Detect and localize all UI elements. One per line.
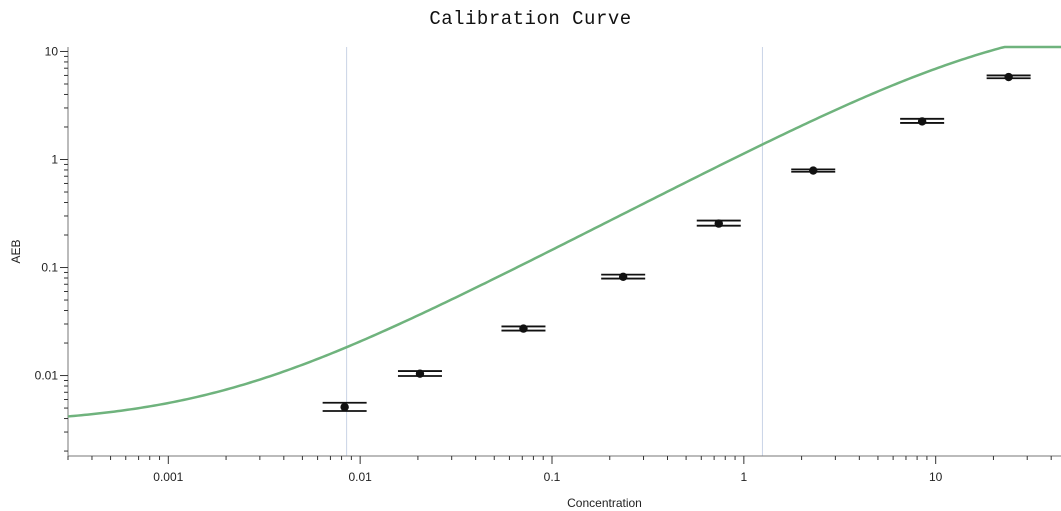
x-ticks: 0.001 0.01 0.1 1 10 — [68, 456, 1051, 484]
x-tick-label: 1 — [740, 470, 747, 484]
x-tick-label: 0.1 — [544, 470, 561, 484]
y-axis-label: AEB — [9, 239, 23, 263]
data-point — [416, 370, 424, 378]
y-tick-label: 0.01 — [35, 369, 59, 383]
y-tick-label: 0.1 — [41, 261, 58, 275]
data-point — [809, 166, 817, 174]
data-point — [918, 117, 926, 125]
y-tick-label: 10 — [45, 44, 59, 58]
y-tick-label: 1 — [51, 152, 58, 166]
x-tick-label: 10 — [929, 470, 943, 484]
x-tick-label: 0.01 — [348, 470, 372, 484]
error-bars — [323, 75, 1031, 411]
data-point — [1004, 73, 1012, 81]
data-point — [519, 324, 527, 332]
x-axis-label: Concentration — [567, 496, 642, 510]
y-ticks: 0.01 0.1 1 10 — [35, 44, 68, 451]
reference-lines — [347, 47, 763, 456]
data-point — [715, 219, 723, 227]
axes — [68, 47, 1061, 456]
fit-curve — [68, 47, 1061, 416]
data-point — [340, 403, 348, 411]
data-point — [619, 273, 627, 281]
x-tick-label: 0.001 — [153, 470, 183, 484]
